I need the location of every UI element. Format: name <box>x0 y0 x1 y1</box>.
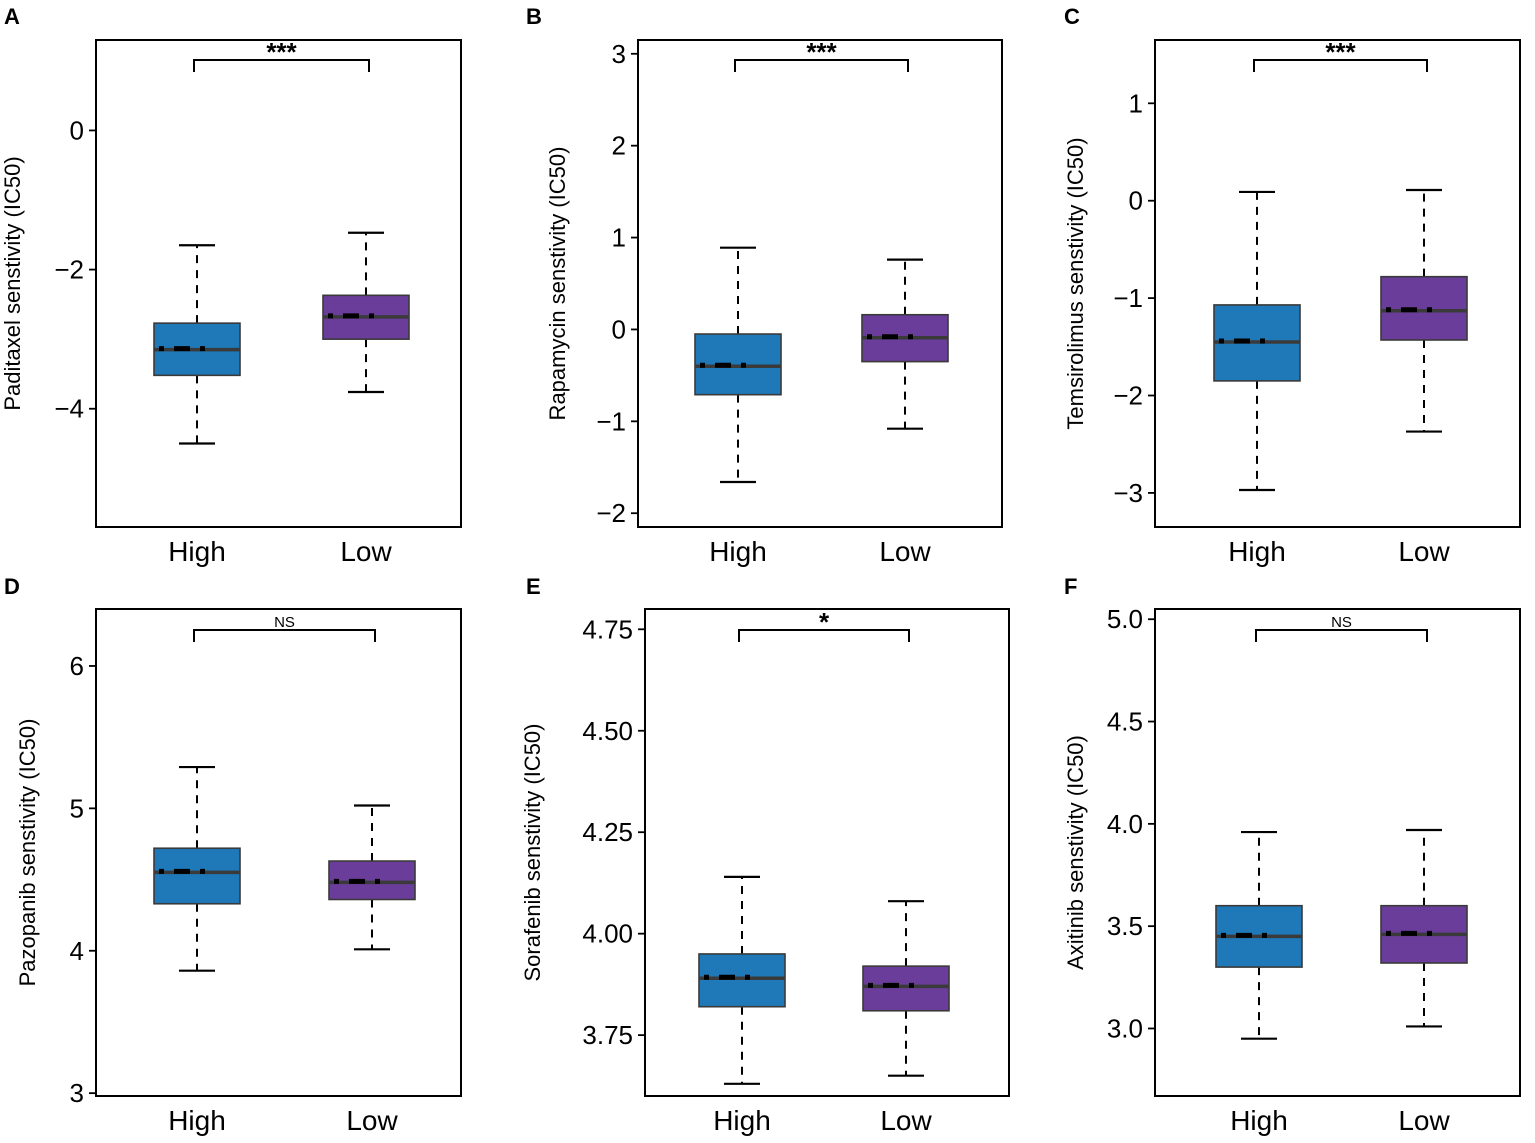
y-tick-label: −4 <box>54 394 84 424</box>
iqr-box <box>698 953 786 1008</box>
x-category-label: Low <box>879 536 931 567</box>
iqr-box <box>862 965 950 1012</box>
y-tick-label: 0 <box>612 314 626 344</box>
box-high <box>153 765 241 972</box>
significance-bracket <box>1253 59 1428 72</box>
box-high <box>1213 190 1301 492</box>
y-tick-label: −2 <box>54 255 84 285</box>
panel-letter: C <box>1064 4 1080 29</box>
y-axis-title: Sorafenib senstivity (IC50) <box>520 724 545 982</box>
y-tick-label: 5.0 <box>1107 604 1143 634</box>
significance-label: *** <box>1325 37 1356 67</box>
y-tick-label: −2 <box>596 498 626 528</box>
x-category-label: High <box>168 536 226 567</box>
x-category-label: Low <box>346 1105 398 1136</box>
box-low <box>1380 188 1468 433</box>
y-tick-label: 4.00 <box>582 919 633 949</box>
y-axis-title: Pazopanib senstivity (IC50) <box>15 719 40 987</box>
significance-bracket <box>193 59 370 72</box>
y-tick-label: 4.5 <box>1107 707 1143 737</box>
y-tick-label: 0 <box>1129 186 1143 216</box>
y-tick-label: 4.50 <box>582 716 633 746</box>
plot-frame <box>644 608 1010 1097</box>
iqr-box <box>694 333 782 396</box>
y-tick-label: 3.75 <box>582 1020 633 1050</box>
y-tick-label: 4 <box>70 936 84 966</box>
y-tick-label: −1 <box>1113 283 1143 313</box>
panel-a: A −4 −2 0 Paditaxel senstivity (IC50) High Low… <box>0 4 462 567</box>
y-tick-label: 4.25 <box>582 817 633 847</box>
iqr-box <box>328 860 416 901</box>
panel-f: F 3.0 3.5 4.0 4.5 5.0 Axitinib senstivity (IC5… <box>1063 574 1521 1136</box>
panel-e: E 3.75 4.00 4.25 4.50 4.75 Sorafenib senstivit… <box>520 574 1010 1136</box>
y-tick-label: 3 <box>612 39 626 69</box>
significance-bracket <box>193 629 376 642</box>
x-category-label: Low <box>880 1105 932 1136</box>
x-category-label: High <box>1230 1105 1288 1136</box>
iqr-box <box>1380 275 1468 341</box>
box-high <box>1215 830 1303 1040</box>
y-tick-label: −3 <box>1113 478 1143 508</box>
y-tick-label: 6 <box>70 651 84 681</box>
box-low <box>862 900 950 1077</box>
x-category-label: High <box>713 1105 771 1136</box>
x-category-label: High <box>1228 536 1286 567</box>
panel-letter: E <box>526 574 541 599</box>
box-high <box>694 246 782 484</box>
plot-frame <box>637 39 1003 528</box>
significance-bracket <box>738 629 910 642</box>
box-high <box>153 244 241 445</box>
x-category-label: Low <box>1398 536 1450 567</box>
y-tick-label: 2 <box>612 131 626 161</box>
x-category-label: Low <box>340 536 392 567</box>
y-axis-title: Temsirolimus senstivity (IC50) <box>1063 137 1088 429</box>
y-tick-label: 4.75 <box>582 614 633 644</box>
panel-b: B −2 −1 0 1 2 3 Rapamycin senstivity (IC50) High… <box>526 4 1003 567</box>
y-tick-label: −2 <box>1113 381 1143 411</box>
y-tick-label: 1 <box>612 223 626 253</box>
significance-bracket <box>734 59 909 72</box>
significance-label: * <box>819 607 830 637</box>
y-tick-label: 1 <box>1129 88 1143 118</box>
x-category-label: Low <box>1398 1105 1450 1136</box>
box-low <box>328 804 416 951</box>
panel-letter: B <box>526 4 542 29</box>
y-tick-label: 3.0 <box>1107 1013 1143 1043</box>
box-low <box>322 231 410 394</box>
significance-label: NS <box>274 614 295 631</box>
plot-frame <box>95 608 462 1097</box>
y-tick-label: 4.0 <box>1107 809 1143 839</box>
y-tick-label: 5 <box>70 793 84 823</box>
iqr-box <box>153 847 241 905</box>
panel-letter: A <box>4 4 20 29</box>
y-tick-label: −1 <box>596 406 626 436</box>
panel-letter: F <box>1064 574 1077 599</box>
significance-label: *** <box>806 37 837 67</box>
y-tick-label: 0 <box>70 115 84 145</box>
panel-letter: D <box>4 574 20 599</box>
box-low <box>861 258 949 430</box>
box-high <box>698 875 786 1085</box>
plot-frame <box>1154 608 1521 1097</box>
x-category-label: High <box>709 536 767 567</box>
box-low <box>1380 828 1468 1028</box>
panel-d: D 3 4 5 6 Pazopanib senstivity (IC50) High Low N… <box>4 574 462 1136</box>
significance-label: *** <box>266 37 297 67</box>
y-axis-title: Axitinib senstivity (IC50) <box>1063 735 1088 970</box>
y-axis-title: Paditaxel senstivity (IC50) <box>0 156 25 410</box>
plot-frame <box>95 39 462 528</box>
panel-c: C −3 −2 −1 0 1 Temsirolimus senstivity (IC50) H… <box>1063 4 1521 567</box>
y-tick-label: 3.5 <box>1107 911 1143 941</box>
significance-bracket <box>1255 629 1428 642</box>
y-axis-title: Rapamycin senstivity (IC50) <box>545 147 570 421</box>
plot-frame <box>1154 39 1521 528</box>
y-tick-label: 3 <box>70 1078 84 1108</box>
x-category-label: High <box>168 1105 226 1136</box>
significance-label: NS <box>1331 614 1352 631</box>
